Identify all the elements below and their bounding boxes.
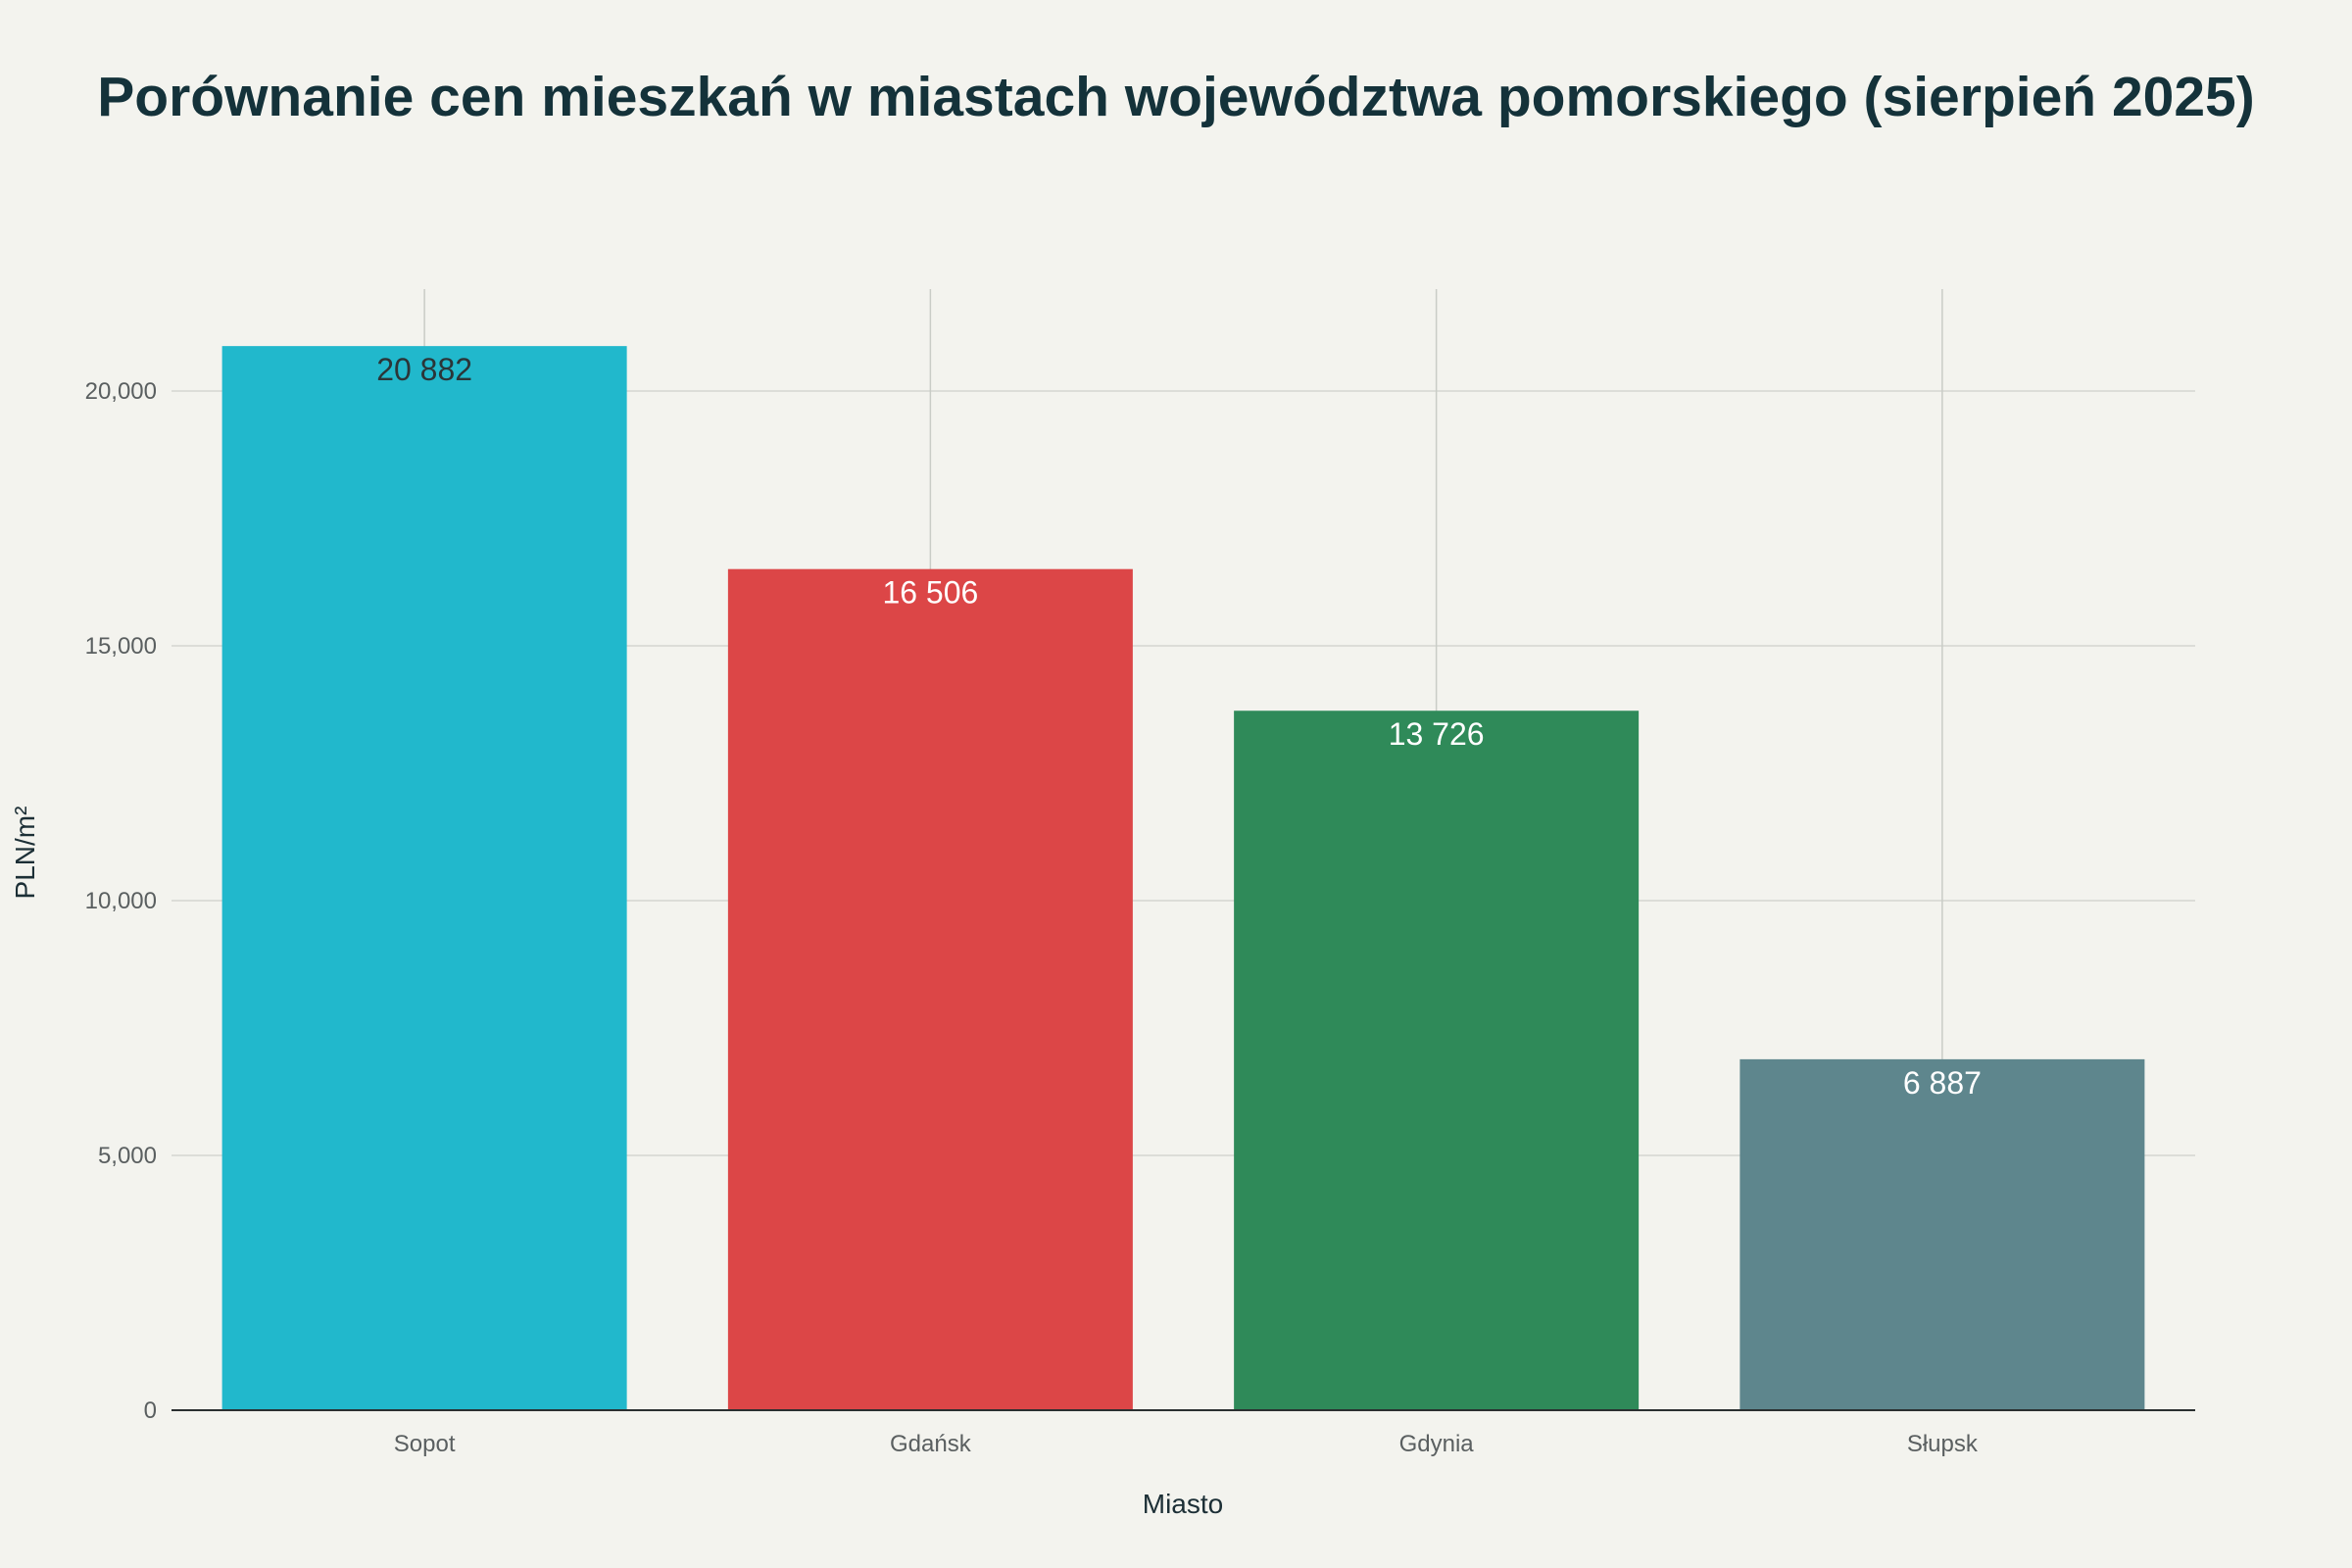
data-label: 6 887: [1903, 1065, 1982, 1101]
y-tick-label: 10,000: [85, 888, 157, 914]
y-tick-label: 5,000: [98, 1143, 157, 1169]
y-tick-label: 0: [144, 1397, 157, 1424]
bars: 20 882 16 506 13 726 6 887: [221, 346, 2145, 1410]
bar-gdańsk: [727, 568, 1133, 1410]
data-label: 20 882: [376, 352, 472, 387]
data-label: 13 726: [1389, 716, 1485, 752]
x-tick-label: Sopot: [394, 1431, 456, 1457]
bar-słupsk: [1740, 1058, 2145, 1410]
axes: 0 5,000 10,000 15,000 20,000 Sopot Gdańsk Gdyni…: [85, 378, 2195, 1457]
chart-title: Porównanie cen mieszkań w miastach wojew…: [97, 66, 2255, 128]
y-axis-title: PLN/m²: [10, 807, 40, 900]
x-axis-title: Miasto: [1143, 1489, 1223, 1519]
bar-gdynia: [1234, 710, 1640, 1410]
x-tick-label: Słupsk: [1907, 1431, 1979, 1457]
y-tick-label: 15,000: [85, 633, 157, 660]
y-tick-label: 20,000: [85, 378, 157, 405]
data-label: 16 506: [882, 575, 978, 611]
x-tick-label: Gdynia: [1399, 1431, 1475, 1457]
x-tick-label: Gdańsk: [890, 1431, 972, 1457]
bar-sopot: [221, 346, 627, 1410]
